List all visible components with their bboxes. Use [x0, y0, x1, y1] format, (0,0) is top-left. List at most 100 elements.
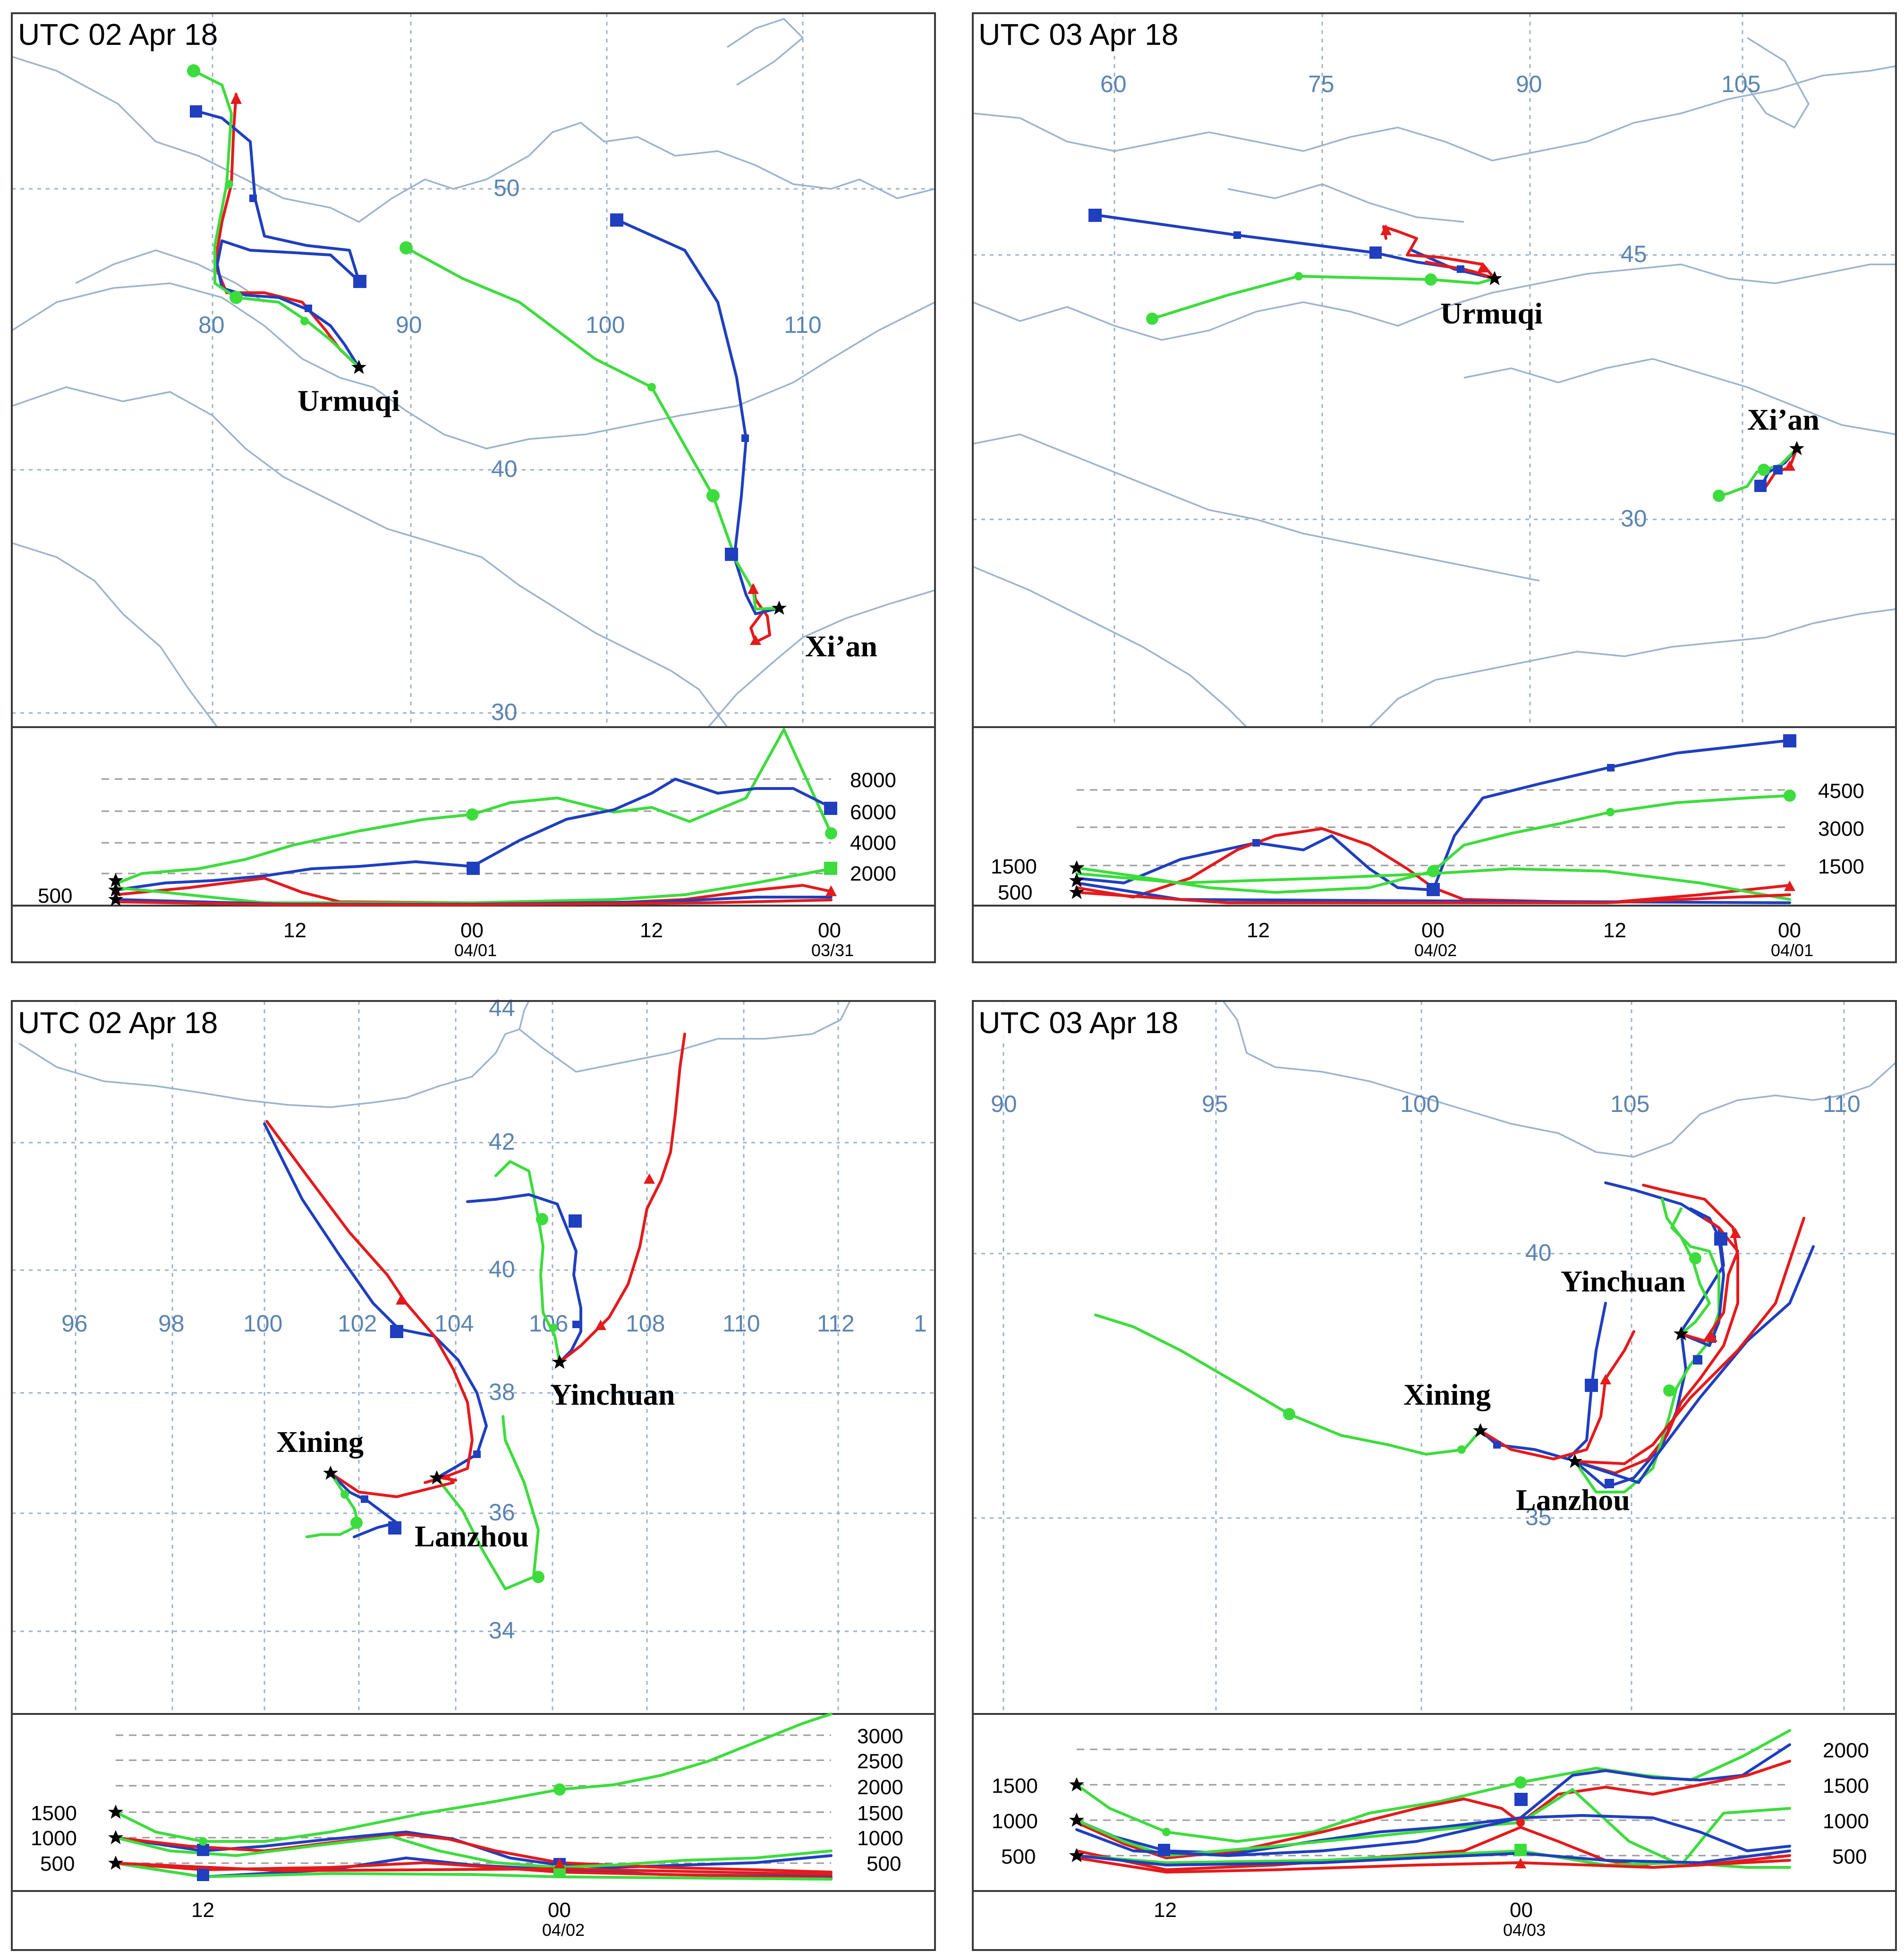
lon-label: 80 — [198, 312, 225, 338]
panel-3-graticule — [12, 1001, 935, 1714]
height-label: 2500 — [857, 1750, 903, 1773]
city-label-lanzhou: Lanzhou — [1516, 1483, 1630, 1517]
marker-squares — [190, 105, 749, 561]
panel-2-lon-labels: 60 75 90 105 — [1100, 71, 1760, 97]
date-label: 03/31 — [811, 941, 854, 960]
panel-1: 50 40 30 80 90 100 110 — [11, 12, 936, 963]
date-label: 04/01 — [1771, 941, 1813, 960]
panel-3-borders — [11, 1001, 851, 1108]
height-label: 8000 — [850, 769, 896, 792]
height-label: 4500 — [1818, 780, 1864, 803]
time-tick: 12 — [283, 919, 306, 942]
height-label: 1500 — [1823, 1774, 1869, 1798]
time-tick: 12 — [1247, 919, 1270, 942]
lon-label: 98 — [158, 1310, 185, 1337]
height-label: 4000 — [850, 831, 896, 855]
panel-4-title: UTC 03 Apr 18 — [978, 1006, 1178, 1040]
time-tick: 00 — [548, 1899, 571, 1922]
height-label: 2000 — [857, 1776, 903, 1799]
panel-4-trajectories — [1094, 1181, 1815, 1493]
city-label-xian: Xi’an — [1747, 403, 1819, 436]
panel-3-trajectories — [263, 1033, 686, 1590]
height-label: 500 — [1001, 1845, 1036, 1868]
lat-label: 40 — [491, 456, 518, 482]
lat-label: 36 — [489, 1499, 515, 1526]
panel-3-title: UTC 02 Apr 18 — [18, 1006, 218, 1040]
lat-label: 45 — [1621, 241, 1647, 267]
panel-1-title: UTC 02 Apr 18 — [18, 17, 218, 51]
panel-2-trajectories — [1088, 209, 1798, 502]
height-label: 2000 — [1823, 1739, 1869, 1762]
lat-label: 44 — [489, 995, 515, 1021]
lon-label: 90 — [1516, 71, 1542, 97]
lon-label: 110 — [722, 1310, 760, 1337]
panel-2-title: UTC 03 Apr 18 — [978, 17, 1178, 51]
panel-3-lat-labels: 44 42 40 38 36 34 — [489, 995, 515, 1644]
lon-label: 75 — [1308, 71, 1334, 97]
panel-2: 45 30 60 75 90 105 Urmuqi Xi’an — [972, 12, 1897, 963]
panel-4: 40 35 90 95 100 105 110 — [972, 1000, 1897, 1951]
height-label: 1000 — [857, 1827, 903, 1850]
height-label: 6000 — [850, 801, 896, 824]
time-tick: 00 — [1421, 919, 1445, 942]
panel-4-lat-labels: 40 35 — [1525, 1239, 1552, 1530]
lon-label: 104 — [434, 1310, 474, 1337]
city-label-xian: Xi’an — [805, 629, 877, 663]
height-label: 500 — [40, 1852, 75, 1875]
time-tick: 00 — [1510, 1899, 1533, 1922]
panel-3-profile: 3000 2500 2000 1500 1000 500 1500 1000 5… — [12, 1713, 935, 1940]
time-tick: 12 — [640, 919, 663, 942]
panel-2-borders — [972, 37, 1896, 728]
height-label: 500 — [1832, 1845, 1867, 1868]
height-label: 2000 — [850, 862, 896, 885]
lat-label: 30 — [1621, 505, 1647, 532]
city-label-xining: Xining — [1403, 1378, 1491, 1411]
panel-4-graticule — [973, 1001, 1896, 1714]
height-label: 500 — [38, 884, 72, 907]
city-label-lanzhou: Lanzhou — [415, 1519, 529, 1553]
height-label: 1000 — [992, 1810, 1038, 1833]
lat-label: 50 — [493, 175, 520, 201]
date-label: 04/03 — [1503, 1920, 1546, 1940]
panel-2-lat-labels: 45 30 — [1621, 241, 1647, 532]
date-label: 04/01 — [454, 941, 497, 960]
panel-4-lon-labels: 90 95 100 105 110 — [991, 1091, 1861, 1117]
lat-label: 40 — [1525, 1239, 1552, 1266]
lon-label: 1 — [914, 1310, 927, 1337]
lon-label: 90 — [396, 312, 422, 338]
lon-label: 90 — [991, 1091, 1017, 1117]
panel-1-borders — [11, 17, 935, 728]
time-tick: 12 — [191, 1899, 214, 1922]
height-label: 1000 — [31, 1827, 77, 1850]
lat-label: 40 — [489, 1256, 515, 1282]
panel-2-profile: 4500 3000 1500 1500 500 12 00 12 00 04/0… — [973, 734, 1896, 960]
time-tick: 12 — [1154, 1899, 1177, 1922]
panel-3-lon-labels: 96 98 100 102 104 106 108 110 112 1 — [61, 1310, 927, 1337]
city-label-xining: Xining — [276, 1425, 364, 1459]
time-tick: 00 — [818, 919, 841, 942]
lon-label: 96 — [61, 1310, 88, 1337]
panel-3: 44 42 40 38 36 34 96 98 100 102 104 106 … — [11, 995, 936, 1951]
lon-label: 105 — [1610, 1091, 1649, 1117]
date-label: 04/02 — [1414, 941, 1457, 960]
panel-1-profile: 8000 6000 4000 2000 500 12 00 12 00 04/0… — [12, 728, 935, 960]
urmuqi-traj-blue — [195, 110, 360, 369]
height-label: 1500 — [991, 855, 1037, 878]
lon-label: 110 — [1823, 1091, 1861, 1117]
lon-label: 112 — [817, 1310, 855, 1337]
lat-label: 38 — [489, 1379, 515, 1405]
lon-label: 102 — [338, 1310, 377, 1337]
lon-label: 110 — [784, 312, 822, 338]
panel-4-borders — [1222, 1000, 1897, 1158]
lat-label: 34 — [489, 1617, 515, 1644]
lon-label: 108 — [626, 1310, 665, 1337]
panel-2-graticule — [973, 13, 1896, 727]
urmuqi-traj-green — [192, 69, 360, 369]
height-label: 1500 — [992, 1774, 1038, 1798]
height-label: 1500 — [31, 1802, 77, 1825]
height-label: 1000 — [1823, 1810, 1869, 1833]
city-label-yinchuan: Yinchuan — [550, 1378, 675, 1411]
xian-traj-blue — [615, 218, 781, 615]
lat-label: 30 — [491, 699, 518, 725]
